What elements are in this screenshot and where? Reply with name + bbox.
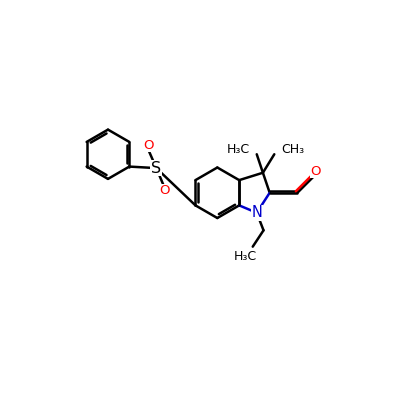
Text: O: O <box>159 184 170 198</box>
Text: S: S <box>151 161 161 176</box>
Text: H₃C: H₃C <box>226 142 250 156</box>
Text: O: O <box>311 165 321 178</box>
Text: H₃C: H₃C <box>234 250 257 263</box>
Text: O: O <box>143 139 153 152</box>
Text: CH₃: CH₃ <box>281 142 304 156</box>
Text: N: N <box>251 205 262 220</box>
